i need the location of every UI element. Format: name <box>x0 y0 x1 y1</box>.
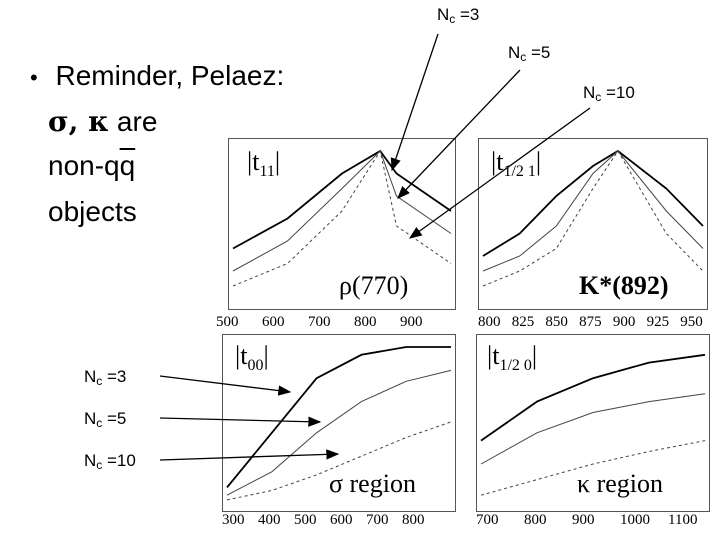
panel-kstar: |t1/2 1| K*(892) <box>478 138 708 310</box>
arrow-nc3-top <box>390 33 439 172</box>
qbar-text: q <box>119 150 136 181</box>
tick-label: 950 <box>680 314 703 330</box>
tick-label: 850 <box>545 314 568 330</box>
arrow-nc10-top <box>408 107 591 239</box>
panel-rho: |t11| ρ(770) <box>228 138 456 310</box>
bullet-line-2: σ, κ are <box>48 108 157 136</box>
bullet-line-3: non-qq <box>48 152 135 180</box>
kappa-title: |t1/2 0| <box>487 341 538 375</box>
arrow-nc10-left <box>159 449 340 461</box>
series-line <box>480 393 706 465</box>
tick-label: 400 <box>258 512 281 528</box>
nc10-top-label: Nc =10 <box>583 83 635 104</box>
panel-sigma: |t00| σ region <box>222 334 456 512</box>
series-line <box>226 421 452 501</box>
nc3-top-label: Nc =3 <box>437 5 480 26</box>
tick-label: 700 <box>308 314 331 330</box>
tick-label: 900 <box>572 512 595 528</box>
tick-label: 800 <box>354 314 377 330</box>
arrow-nc5-left <box>159 416 322 427</box>
kstar-title: |t1/2 1| <box>491 147 542 181</box>
series-line <box>226 346 451 488</box>
nc10-left-label: Nc =10 <box>84 451 136 472</box>
bullet-line-1: • Reminder, Pelaez: <box>30 62 284 90</box>
series-line <box>232 150 452 272</box>
sigma-title: |t00| <box>235 341 269 375</box>
series-line <box>482 149 704 257</box>
kappa-plot <box>480 353 706 496</box>
rho-annotation: ρ(770) <box>339 271 409 300</box>
tick-label: 925 <box>646 314 670 330</box>
greek-symbols: σ, κ <box>48 105 110 138</box>
tick-label: 1100 <box>668 512 698 528</box>
tick-label: 500 <box>216 314 239 330</box>
tick-label: 600 <box>330 512 353 528</box>
objects-text: objects <box>48 196 137 227</box>
tick-label: 800 <box>524 512 547 528</box>
nc5-top-label: Nc =5 <box>508 43 551 64</box>
tick-label: 800 <box>402 512 425 528</box>
panel-kappa: |t1/2 0| κ region <box>476 334 710 512</box>
bullet-line-4: objects <box>48 198 137 226</box>
series-line <box>232 149 452 250</box>
kstar-plot <box>482 149 704 287</box>
bullet-marker: • <box>30 65 38 90</box>
kappa-annotation: κ region <box>577 469 664 498</box>
nc5-left-label: Nc =5 <box>84 409 127 430</box>
series-line <box>480 353 706 442</box>
series-line <box>226 369 452 496</box>
non-q-text: non-q <box>48 150 120 181</box>
tick-label: 900 <box>400 314 423 330</box>
series-line <box>232 149 452 287</box>
arrow-nc3-left <box>159 375 292 396</box>
tick-label: 800 <box>478 314 501 330</box>
sigma-plot <box>226 346 452 501</box>
series-line <box>480 440 706 496</box>
tick-label: 875 <box>579 314 602 330</box>
rho-title: |t11| <box>247 147 281 181</box>
kstar-annotation: K*(892) <box>579 271 669 300</box>
tick-label: 900 <box>612 314 636 330</box>
tick-label: 700 <box>476 512 499 528</box>
sigma-annotation: σ region <box>329 469 416 498</box>
rho-plot <box>232 149 452 287</box>
tick-label: 600 <box>262 314 285 330</box>
are-text: are <box>109 106 158 137</box>
reminder-text: Reminder, Pelaez: <box>55 60 285 91</box>
series-line <box>482 150 704 287</box>
tick-label: 300 <box>222 512 245 528</box>
tick-label: 700 <box>366 512 389 528</box>
nc3-left-label: Nc =3 <box>84 367 127 388</box>
tick-label: 500 <box>294 512 317 528</box>
series-line <box>482 150 704 272</box>
tick-label: 825 <box>511 314 535 330</box>
tick-label: 1000 <box>620 512 650 528</box>
arrow-nc5-top <box>397 69 521 199</box>
